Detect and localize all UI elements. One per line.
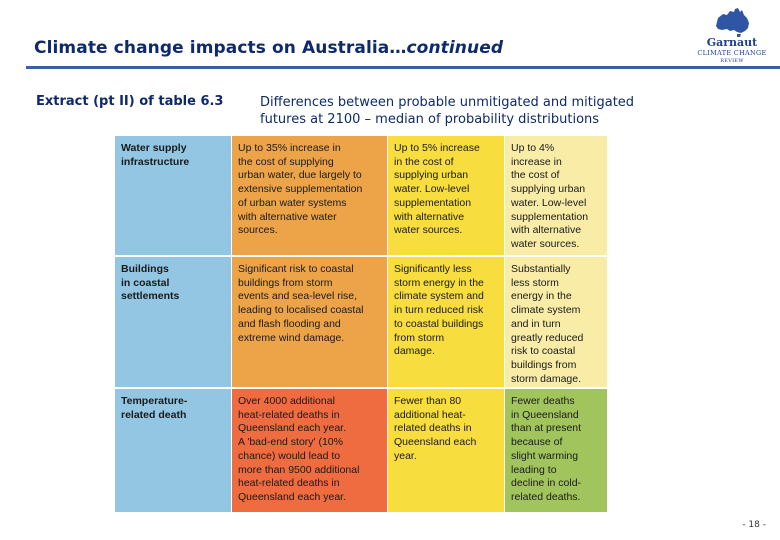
logo-subtitle-2: REVIEW — [720, 58, 744, 64]
extract-description: Differences between probable unmitigated… — [260, 95, 635, 127]
cell-buildings-mitigated-2: Substantially less storm energy in the c… — [505, 257, 607, 387]
row-category-buildings: Buildings in coastal settlements — [115, 257, 231, 387]
cell-water-mitigated-1: Up to 5% increase in the cost of supplyi… — [388, 136, 504, 255]
cell-buildings-mitigated-1: Significantly less storm energy in the c… — [388, 257, 504, 387]
cell-temperature-unmitigated: Over 4000 additional heat-related deaths… — [232, 389, 387, 512]
cell-temperature-mitigated-2: Fewer deaths in Queensland than at prese… — [505, 389, 607, 512]
page-title: Climate change impacts on Australia…cont… — [34, 38, 503, 58]
page-title-main: Climate change impacts on Australia… — [34, 38, 407, 58]
cell-temperature-mitigated-1: Fewer than 80 additional heat- related d… — [388, 389, 504, 512]
impacts-table: Water supply infrastructure Up to 35% in… — [115, 136, 607, 512]
extract-label: Extract (pt II) of table 6.3 — [36, 94, 224, 109]
title-underline — [26, 66, 780, 69]
logo-subtitle: CLIMATE CHANGE — [697, 49, 767, 57]
australia-map-icon — [716, 8, 749, 37]
logo-name: Garnaut — [706, 36, 758, 49]
cell-water-mitigated-2: Up to 4% increase in the cost of supplyi… — [505, 136, 607, 255]
cell-water-unmitigated: Up to 35% increase in the cost of supply… — [232, 136, 387, 255]
garnaut-logo: Garnaut CLIMATE CHANGE REVIEW — [692, 6, 772, 68]
page-number: - 18 - — [742, 520, 766, 530]
row-category-water: Water supply infrastructure — [115, 136, 231, 255]
row-category-temperature: Temperature- related death — [115, 389, 231, 512]
page-title-emphasis: continued — [406, 38, 504, 58]
cell-buildings-unmitigated: Significant risk to coastal buildings fr… — [232, 257, 387, 387]
